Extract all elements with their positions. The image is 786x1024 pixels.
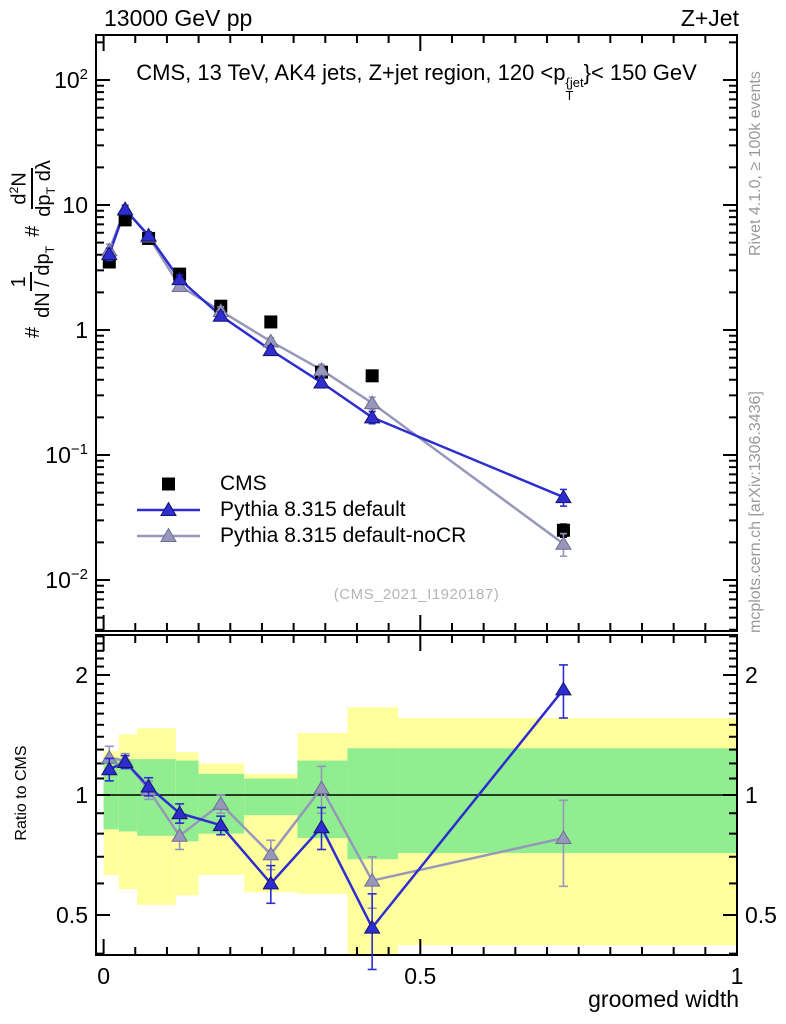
legend-item-pythia-default: Pythia 8.315 default xyxy=(134,497,466,523)
legend-label-pythia-default: Pythia 8.315 default xyxy=(220,498,406,521)
ratio-points-pythia_default xyxy=(100,664,572,971)
x-tick-label: 0.5 xyxy=(404,963,436,989)
ratio-uncertainty-bands xyxy=(103,707,737,955)
ratio-y-tick-label-left: 0.5 xyxy=(56,902,88,928)
y-axis-label: # 1 dN / dpT # d2N dpT dλ xyxy=(7,160,58,338)
main-panel-frame xyxy=(95,34,738,632)
ratio-y-axis-label: Ratio to CMS xyxy=(13,745,30,841)
rivet-version-note: Rivet 4.1.0, ≥ 100k events xyxy=(747,71,764,256)
legend-item-cms: CMS xyxy=(134,471,466,497)
y-axis-label-frac1: 1 dN / dpT xyxy=(8,245,58,318)
main-y-tick-label: 102 xyxy=(54,66,88,93)
pythia-default-line-marker-icon xyxy=(137,501,200,516)
beam-energy-label: 13000 GeV pp xyxy=(104,5,253,31)
plot-title-main: CMS, 13 TeV, AK4 jets, Z+jet region, 120… xyxy=(136,60,566,85)
main-points-pythia_default xyxy=(100,201,572,507)
ratio-y-tick-label-right: 2 xyxy=(745,662,758,688)
main-y-tick-label: 1 xyxy=(75,317,88,343)
legend: CMS Pythia 8.315 default Pythia 8.315 de… xyxy=(134,471,466,549)
ratio-y-tick-label-left: 2 xyxy=(75,662,88,688)
band-green xyxy=(137,759,176,836)
main-y-tick-label: 10−2 xyxy=(45,566,88,593)
band-green xyxy=(347,748,399,860)
plot-title-tail: }< 150 GeV xyxy=(583,60,697,85)
ratio-y-tick-label-right: 1 xyxy=(745,782,758,808)
x-tick-label: 1 xyxy=(731,963,744,989)
ratio-y-tick-label-left: 1 xyxy=(75,782,88,808)
legend-label-pythia-nocr: Pythia 8.315 default-noCR xyxy=(220,524,467,547)
x-tick-label: 0 xyxy=(97,963,110,989)
x-axis-label: groomed width xyxy=(588,986,739,1012)
plot-title-supsub: {jet T xyxy=(565,75,584,103)
main-y-tick-label: 10 xyxy=(62,192,88,218)
axis-ticks xyxy=(96,35,738,955)
legend-label-cms: CMS xyxy=(220,472,267,495)
y-axis-label-frac2: d2N dpT dλ xyxy=(7,160,58,217)
mcplots-reference-note: mcplots.cern.ch [arXiv:1306.3436] xyxy=(747,391,764,633)
ratio-series xyxy=(100,664,572,971)
main-line-pythia_default xyxy=(108,207,564,499)
ratio-y-tick-label-right: 0.5 xyxy=(745,902,777,928)
analysis-id-watermark: (CMS_2021_I1920187) xyxy=(333,586,500,603)
axis-tick-labels: 102 10 1 10−1 10−2 0 0.5 1 0.5 0.5 1 1 2 2 xyxy=(45,66,777,989)
band-green xyxy=(103,757,119,830)
process-label: Z+Jet xyxy=(680,5,739,31)
plot-title: CMS, 13 TeV, AK4 jets, Z+jet region, 120… xyxy=(96,60,737,102)
main-series xyxy=(100,200,572,558)
cms-square-marker-icon xyxy=(162,477,175,491)
band-green xyxy=(244,778,298,816)
legend-item-pythia-nocr: Pythia 8.315 default-noCR xyxy=(134,523,466,549)
main-y-tick-label: 10−1 xyxy=(45,441,88,468)
band-green xyxy=(175,760,199,842)
pythia-nocr-line-marker-icon xyxy=(137,527,200,542)
